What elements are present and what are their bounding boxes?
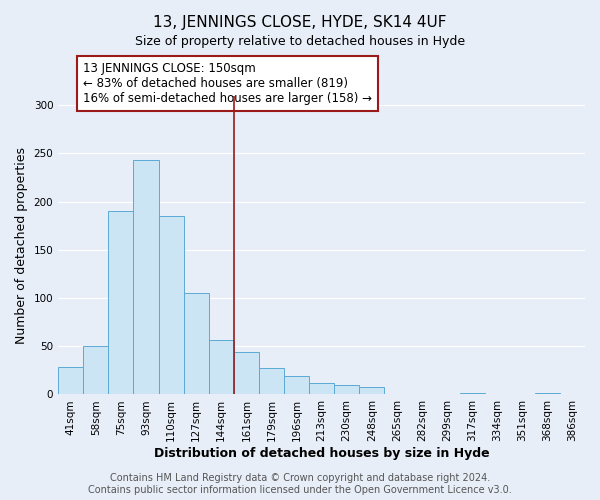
Bar	[284, 376, 309, 394]
Text: 13, JENNINGS CLOSE, HYDE, SK14 4UF: 13, JENNINGS CLOSE, HYDE, SK14 4UF	[153, 15, 447, 30]
Bar	[259, 368, 284, 394]
X-axis label: Distribution of detached houses by size in Hyde: Distribution of detached houses by size …	[154, 447, 490, 460]
Bar	[158, 216, 184, 394]
Bar	[184, 293, 209, 394]
Bar	[83, 346, 109, 395]
Bar	[309, 383, 334, 394]
Text: Contains HM Land Registry data © Crown copyright and database right 2024.
Contai: Contains HM Land Registry data © Crown c…	[88, 474, 512, 495]
Text: Size of property relative to detached houses in Hyde: Size of property relative to detached ho…	[135, 35, 465, 48]
Bar	[58, 368, 83, 394]
Bar	[109, 212, 133, 394]
Bar	[359, 386, 385, 394]
Text: 13 JENNINGS CLOSE: 150sqm
← 83% of detached houses are smaller (819)
16% of semi: 13 JENNINGS CLOSE: 150sqm ← 83% of detac…	[83, 62, 372, 105]
Bar	[209, 340, 234, 394]
Bar	[334, 385, 359, 394]
Y-axis label: Number of detached properties: Number of detached properties	[15, 146, 28, 344]
Bar	[234, 352, 259, 395]
Bar	[133, 160, 158, 394]
